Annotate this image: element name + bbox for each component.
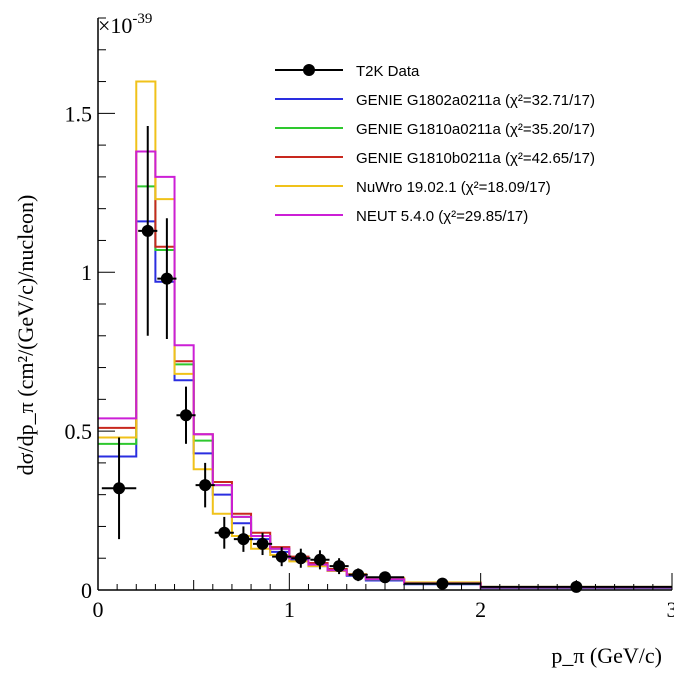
data-point (157, 218, 177, 339)
data-point (329, 558, 349, 575)
data-point (348, 568, 368, 582)
data-point (195, 462, 215, 508)
data-marker (237, 533, 250, 546)
data-marker (436, 577, 449, 590)
legend-label: GENIE G1810b0211a (χ²=42.65/17) (356, 150, 595, 167)
data-points (101, 126, 672, 593)
legend-label: GENIE G1810a0211a (χ²=35.20/17) (356, 121, 595, 138)
data-point (101, 437, 137, 540)
legend-marker (303, 64, 315, 76)
legend-label: T2K Data (356, 63, 420, 80)
data-marker (256, 537, 269, 550)
data-point (214, 516, 234, 549)
legend-item: GENIE G1802a0211a (χ²=32.71/17) (275, 92, 595, 109)
data-marker (113, 482, 126, 495)
data-marker (294, 552, 307, 565)
legend-item: GENIE G1810a0211a (χ²=35.20/17) (275, 121, 595, 138)
y-tick-label: 1 (81, 260, 92, 285)
y-tick-label: 1.5 (65, 101, 93, 126)
data-point (310, 550, 330, 570)
legend-label: GENIE G1802a0211a (χ²=32.71/17) (356, 92, 595, 109)
data-point (176, 386, 196, 444)
legend-label: NuWro 19.02.1 (χ²=18.09/17) (356, 179, 551, 196)
legend-item: T2K Data (275, 63, 420, 80)
legend-item: GENIE G1810b0211a (χ²=42.65/17) (275, 150, 595, 167)
x-axis-label: p_π (GeV/c) (551, 643, 662, 668)
data-marker (333, 560, 346, 573)
data-point (233, 526, 253, 552)
data-marker (275, 550, 288, 563)
data-point (291, 548, 311, 568)
y-axis-label: dσ/dp_π (cm²/(GeV/c)/nucleon) (13, 195, 38, 476)
series-line-2 (98, 185, 672, 589)
data-point (252, 532, 273, 556)
x-tick-label: 0 (93, 597, 104, 622)
data-marker (379, 571, 391, 584)
data-point (404, 577, 481, 590)
data-marker (141, 224, 154, 237)
data-marker (313, 553, 326, 566)
data-point (138, 126, 158, 336)
x-tick-label: 2 (475, 597, 486, 622)
legend-item: NuWro 19.02.1 (χ²=18.09/17) (275, 179, 551, 196)
data-marker (160, 272, 173, 285)
x-tick-label: 3 (667, 597, 674, 622)
data-marker (180, 409, 193, 422)
data-marker (199, 479, 212, 492)
legend-item: NEUT 5.4.0 (χ²=29.85/17) (275, 208, 528, 225)
y-exponent-label: ×10-39 (98, 11, 152, 38)
data-marker (218, 526, 231, 539)
data-marker (352, 568, 365, 581)
x-tick-label: 1 (284, 597, 295, 622)
series-line-1 (98, 220, 672, 590)
legend-label: NEUT 5.4.0 (χ²=29.85/17) (356, 208, 528, 225)
y-tick-label: 0 (81, 578, 92, 603)
y-tick-label: 0.5 (65, 419, 93, 444)
legend: T2K Data GENIE G1802a0211a (χ²=32.71/17) G… (275, 63, 595, 225)
series-line-5 (98, 150, 672, 589)
data-point (272, 547, 292, 567)
axes: 0 1 2 3 0 0.5 1 1.5 (65, 17, 674, 622)
